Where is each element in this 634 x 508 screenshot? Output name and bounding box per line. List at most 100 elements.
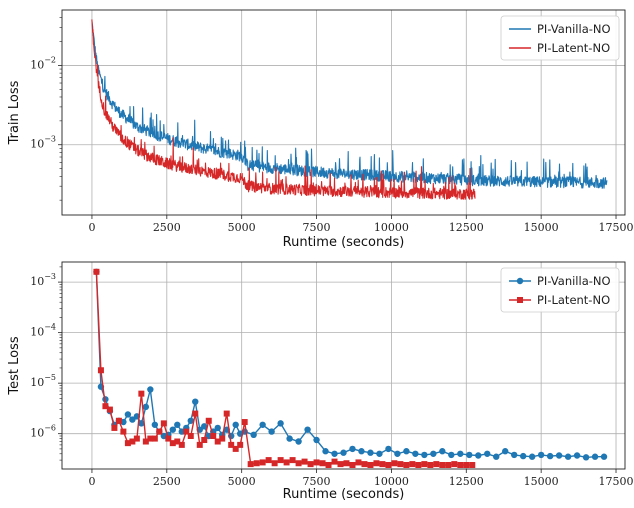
series-group bbox=[91, 19, 608, 200]
y-tick-label: 10−5 bbox=[30, 373, 56, 389]
x-tick-label: 0 bbox=[88, 475, 95, 488]
series-pi-latent-no-point bbox=[451, 461, 458, 468]
series-pi-latent-no-point bbox=[337, 461, 344, 468]
series-pi-latent-no-point bbox=[265, 457, 272, 464]
series-pi-latent-no-point bbox=[349, 461, 356, 468]
series-pi-latent-no-point bbox=[355, 459, 362, 466]
series-pi-vanilla-no-point bbox=[412, 450, 419, 457]
y-tick-label: 10−6 bbox=[30, 424, 56, 440]
series-pi-latent-no-point bbox=[151, 435, 158, 442]
series-pi-latent-no-point bbox=[379, 461, 386, 468]
series-pi-latent-no-point bbox=[445, 461, 452, 468]
series-pi-latent-no-point bbox=[219, 435, 226, 442]
x-tick-label: 17500 bbox=[599, 475, 634, 488]
series-pi-vanilla-no-point bbox=[295, 438, 302, 445]
legend-pi-latent-no-label: PI-Latent-NO bbox=[537, 293, 610, 307]
legend: PI-Vanilla-NO PI-Latent-NO bbox=[500, 267, 620, 313]
x-tick-label: 15000 bbox=[524, 475, 559, 488]
series-pi-latent-no-point bbox=[232, 445, 239, 452]
series-pi-vanilla-no-point bbox=[322, 448, 329, 455]
series-pi-latent-no-point bbox=[178, 441, 185, 448]
series-pi-vanilla-no-point bbox=[448, 451, 455, 459]
series-pi-vanilla-no-point bbox=[510, 451, 518, 459]
series-pi-vanilla-no-point bbox=[600, 453, 608, 460]
series-pi-latent-no-point bbox=[457, 461, 464, 468]
series-pi-latent-no-point bbox=[147, 435, 154, 442]
series-pi-latent-no-point bbox=[271, 460, 278, 467]
series-pi-vanilla-no-point bbox=[124, 411, 132, 418]
series-pi-vanilla-no-point bbox=[304, 426, 311, 433]
x-tick-label: 7500 bbox=[303, 221, 331, 234]
series-pi-vanilla-no-point bbox=[367, 449, 374, 456]
series-pi-vanilla-no-point bbox=[430, 450, 437, 457]
series-pi-latent-no-point bbox=[237, 441, 244, 448]
series-pi-vanilla-no-point bbox=[201, 423, 208, 430]
series-pi-vanilla-no-point bbox=[457, 450, 464, 457]
series-pi-latent-no-point bbox=[259, 459, 266, 466]
series-pi-latent-no-point bbox=[129, 438, 136, 445]
series-pi-vanilla-no-point bbox=[313, 436, 320, 444]
series-pi-vanilla-no-point bbox=[528, 453, 536, 460]
series-pi-latent-no-point bbox=[313, 459, 320, 466]
series-pi-latent-no-point bbox=[427, 461, 434, 468]
series-pi-vanilla-no-point bbox=[232, 421, 239, 428]
axes-frame bbox=[61, 261, 626, 470]
series-pi-vanilla-no-point bbox=[421, 451, 428, 459]
x-tick-label: 7500 bbox=[303, 475, 331, 488]
legend-pi-latent-no-label: PI-Latent-NO bbox=[537, 41, 610, 55]
series-pi-latent-no-point bbox=[120, 428, 127, 435]
series-pi-latent-no-point bbox=[111, 424, 118, 431]
series-pi-latent-no-point bbox=[192, 410, 199, 417]
legend-pi-vanilla-no-marker bbox=[516, 277, 524, 285]
x-tick-label: 15000 bbox=[524, 221, 559, 234]
y-axis-label: Train Loss bbox=[7, 80, 22, 145]
y-tick-label: 10−2 bbox=[30, 55, 56, 71]
series-pi-latent-no-line bbox=[91, 19, 476, 200]
x-tick-label: 17500 bbox=[599, 221, 634, 234]
series-pi-vanilla-no-point bbox=[573, 452, 581, 459]
x-tick-label: 5000 bbox=[228, 475, 256, 488]
series-pi-latent-no-point bbox=[124, 440, 131, 447]
series-pi-vanilla-no-point bbox=[147, 386, 154, 393]
series-pi-vanilla-no-point bbox=[519, 452, 527, 460]
series-pi-latent-no-point bbox=[463, 461, 470, 468]
legend-pi-vanilla-no-label: PI-Vanilla-NO bbox=[537, 274, 611, 288]
series-pi-latent-no-point bbox=[169, 440, 176, 447]
x-tick-label: 10000 bbox=[374, 221, 409, 234]
series-pi-latent-no-point bbox=[241, 419, 248, 426]
series-pi-vanilla-no-point bbox=[169, 426, 177, 433]
series-pi-vanilla-no-point bbox=[268, 428, 275, 435]
chart-panel-top: 0 2500 5000 7500 10000 12500 15000 17500 10−3 10−… bbox=[7, 9, 634, 250]
y-tick-label: 10−3 bbox=[30, 135, 56, 151]
series-pi-vanilla-no-point bbox=[214, 424, 221, 432]
series-pi-latent-no-point bbox=[469, 461, 476, 468]
series-pi-vanilla-no-line bbox=[91, 20, 608, 189]
legend-pi-vanilla-no-label: PI-Vanilla-NO bbox=[537, 22, 611, 36]
series-pi-latent-no-point bbox=[409, 461, 416, 468]
series-pi-vanilla-no-point bbox=[138, 420, 145, 427]
y-tick-label: 10−3 bbox=[30, 272, 56, 288]
series-pi-latent-no-point bbox=[165, 435, 172, 442]
series-pi-latent-no-point bbox=[301, 458, 308, 465]
series-pi-latent-no-point bbox=[283, 459, 290, 466]
axes-frame bbox=[61, 9, 626, 216]
series-pi-vanilla-no-point bbox=[142, 403, 150, 411]
series-pi-latent-no-point bbox=[403, 461, 410, 468]
legend-pi-latent-no-marker bbox=[517, 297, 523, 303]
series-pi-vanilla-no-point bbox=[340, 449, 347, 456]
series-pi-vanilla-no-point bbox=[493, 453, 500, 460]
series-pi-latent-no-point bbox=[295, 460, 302, 467]
series-pi-vanilla-no-point bbox=[277, 420, 284, 427]
series-pi-vanilla-no-point bbox=[394, 450, 401, 457]
series-pi-vanilla-no-point bbox=[475, 452, 482, 459]
series-pi-latent-no-point bbox=[160, 420, 167, 427]
series-pi-vanilla-no-point bbox=[484, 450, 491, 457]
y-tick-label: 10−4 bbox=[30, 323, 56, 339]
x-axis-label: Runtime (seconds) bbox=[283, 487, 405, 502]
series-pi-latent-no-point bbox=[325, 461, 332, 468]
series-pi-vanilla-no-point bbox=[151, 421, 159, 428]
series-pi-latent-no-point bbox=[223, 410, 230, 417]
series-pi-latent-no-point bbox=[385, 461, 392, 468]
series-pi-vanilla-no-point bbox=[259, 421, 266, 428]
